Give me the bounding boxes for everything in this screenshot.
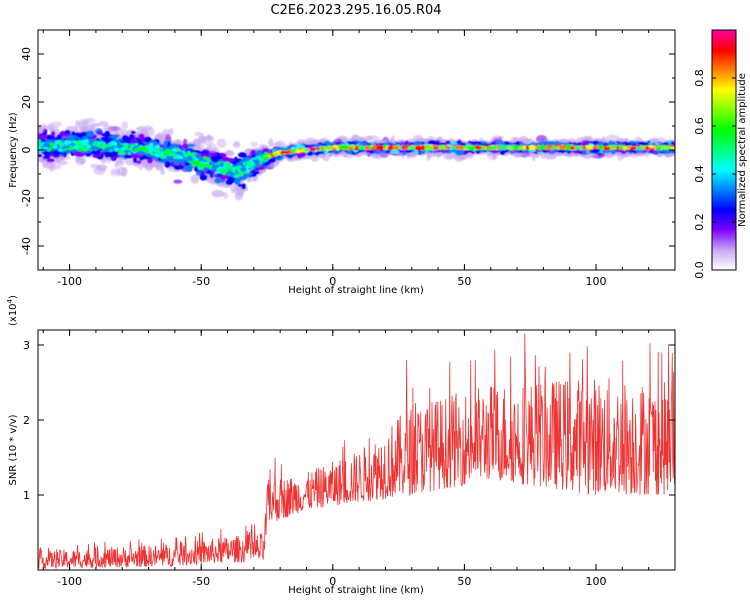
spectrum-halo-cell [96, 164, 107, 170]
figure-title: C2E6.2023.295.16.05.R04 [270, 3, 441, 18]
spectrum-halo-cell [217, 139, 226, 148]
spectrum-halo-cell [157, 133, 166, 138]
spectrum-halo-cell [231, 189, 238, 193]
spectrum-band-cell [101, 133, 106, 136]
spectrum-band-cell [131, 131, 136, 134]
spectrum-halo-cell [154, 162, 159, 168]
spectrum-halo-cell [211, 190, 224, 197]
spectrum-band-cell [211, 156, 220, 163]
spectrum-band-cell [81, 132, 86, 137]
spectrum-halo-cell [169, 128, 174, 135]
spectrum-halo-cell [80, 158, 85, 165]
spectrum-halo-cell [161, 168, 165, 175]
spectrum-halo-cell [145, 127, 155, 137]
spectrum-halo-cell [492, 135, 505, 140]
spectrum-band-cell [209, 153, 218, 156]
spectrum-band-cell [144, 137, 152, 143]
spectrum-band-cell [234, 179, 240, 185]
spectrum-band-cell [46, 135, 55, 139]
spectrum-halo-cell [426, 154, 431, 160]
spectrum-band-cell [253, 171, 260, 174]
spectrum-halo-cell [268, 138, 273, 147]
spectrum-core-cell [176, 158, 182, 162]
spectrum-halo-cell [121, 121, 128, 130]
spectrum-band-cell [73, 151, 82, 155]
spectrum-halo-cell [173, 180, 182, 184]
spectrum-band-cell [297, 153, 303, 159]
spectrum-band-cell [35, 154, 42, 157]
spectrum-band-cell [136, 160, 141, 163]
spectrum-core-cell [181, 159, 185, 164]
spectrum-halo-cell [57, 161, 68, 166]
spectrum-band-cell [129, 134, 134, 140]
spectrum-band-cell [122, 135, 128, 140]
spectrum-band-cell [43, 129, 47, 132]
spectrogram-heatmap [33, 118, 680, 201]
spectrum-halo-cell [110, 171, 121, 177]
spectrum-band-cell [227, 177, 233, 181]
spectrum-band-cell [165, 161, 171, 168]
spectrum-band-cell [194, 168, 198, 171]
spectrum-band-cell [346, 150, 352, 154]
spectrum-core-cell [160, 156, 167, 159]
spectrum-band-cell [46, 158, 54, 162]
spectrum-band-cell [139, 133, 145, 140]
spectrum-band-cell [86, 135, 91, 138]
spectrum-band-cell [44, 153, 50, 159]
spectrum-band-cell [85, 153, 91, 157]
spectrum-band-cell [241, 183, 246, 189]
spectrum-band-cell [196, 171, 201, 174]
spectrum-halo-cell [251, 142, 258, 147]
spectrum-band-cell [112, 134, 118, 139]
spectrum-band-cell [163, 141, 167, 148]
spectrum-halo-cell [47, 124, 53, 131]
spectrum-band-cell [262, 148, 269, 153]
spectrum-band-cell [390, 150, 399, 154]
spectrum-band-cell [200, 174, 208, 181]
spectrum-band-cell [214, 178, 221, 184]
spectrum-halo-cell [233, 141, 241, 148]
spectrum-halo-cell [81, 121, 91, 127]
